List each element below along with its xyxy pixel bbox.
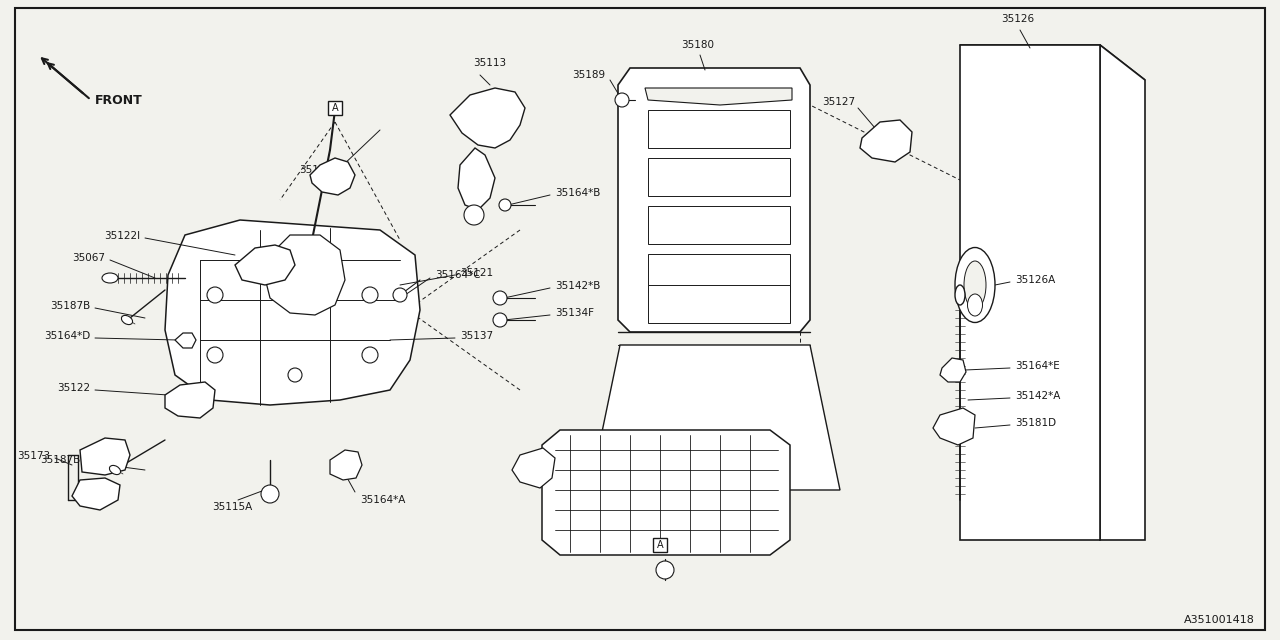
Circle shape bbox=[207, 287, 223, 303]
Text: 35187B: 35187B bbox=[50, 301, 90, 311]
Text: 35126: 35126 bbox=[1001, 14, 1034, 24]
Text: 35187B: 35187B bbox=[40, 455, 79, 465]
Polygon shape bbox=[645, 88, 792, 105]
Circle shape bbox=[493, 313, 507, 327]
Text: 35164*B: 35164*B bbox=[556, 188, 600, 198]
Ellipse shape bbox=[968, 294, 983, 316]
Text: 35142*B: 35142*B bbox=[556, 281, 600, 291]
Polygon shape bbox=[236, 245, 294, 285]
Circle shape bbox=[614, 93, 628, 107]
Ellipse shape bbox=[955, 248, 995, 323]
Ellipse shape bbox=[955, 285, 965, 305]
Bar bbox=[653, 538, 667, 552]
Circle shape bbox=[465, 205, 484, 225]
Polygon shape bbox=[541, 430, 790, 555]
Text: 35134F: 35134F bbox=[556, 308, 594, 318]
Text: 35142*A: 35142*A bbox=[1015, 391, 1060, 401]
Circle shape bbox=[261, 485, 279, 503]
Text: 35180: 35180 bbox=[681, 40, 714, 50]
Text: 35164*A: 35164*A bbox=[360, 495, 406, 505]
Circle shape bbox=[393, 288, 407, 302]
Polygon shape bbox=[940, 358, 966, 382]
Text: 35181D: 35181D bbox=[1015, 418, 1056, 428]
Polygon shape bbox=[330, 450, 362, 480]
Text: 35122: 35122 bbox=[56, 383, 90, 393]
Text: A351001418: A351001418 bbox=[1184, 615, 1254, 625]
Polygon shape bbox=[1100, 45, 1146, 540]
Polygon shape bbox=[310, 158, 355, 195]
Polygon shape bbox=[451, 88, 525, 148]
Text: 35173: 35173 bbox=[17, 451, 50, 461]
Text: 35121: 35121 bbox=[460, 268, 493, 278]
Circle shape bbox=[657, 561, 675, 579]
Polygon shape bbox=[860, 120, 911, 162]
Circle shape bbox=[207, 347, 223, 363]
Polygon shape bbox=[72, 478, 120, 510]
Polygon shape bbox=[648, 254, 790, 292]
Polygon shape bbox=[960, 45, 1146, 80]
Bar bbox=[328, 101, 342, 115]
Text: 35137: 35137 bbox=[460, 331, 493, 341]
Text: A: A bbox=[332, 103, 338, 113]
Text: 35126A: 35126A bbox=[1015, 275, 1055, 285]
Polygon shape bbox=[648, 110, 790, 148]
Text: A: A bbox=[657, 540, 663, 550]
Text: 35164*D: 35164*D bbox=[44, 331, 90, 341]
Circle shape bbox=[362, 347, 378, 363]
Circle shape bbox=[288, 368, 302, 382]
Circle shape bbox=[499, 199, 511, 211]
Circle shape bbox=[493, 291, 507, 305]
Polygon shape bbox=[960, 45, 1100, 540]
Polygon shape bbox=[79, 438, 131, 475]
Text: 35164*C: 35164*C bbox=[435, 270, 480, 280]
Text: 35122I: 35122I bbox=[104, 231, 140, 241]
Ellipse shape bbox=[109, 465, 120, 475]
Ellipse shape bbox=[964, 261, 986, 309]
Polygon shape bbox=[458, 148, 495, 210]
Polygon shape bbox=[165, 382, 215, 418]
Text: FRONT: FRONT bbox=[95, 93, 143, 106]
Text: 35067: 35067 bbox=[72, 253, 105, 263]
Polygon shape bbox=[265, 235, 346, 315]
Polygon shape bbox=[648, 206, 790, 244]
Polygon shape bbox=[165, 220, 420, 405]
Text: 35113: 35113 bbox=[474, 58, 507, 68]
Circle shape bbox=[362, 287, 378, 303]
Text: 35115A: 35115A bbox=[212, 502, 252, 512]
Ellipse shape bbox=[122, 316, 133, 324]
Ellipse shape bbox=[102, 273, 118, 283]
Text: 35127: 35127 bbox=[822, 97, 855, 107]
Polygon shape bbox=[933, 408, 975, 445]
Text: 35189: 35189 bbox=[572, 70, 605, 80]
Polygon shape bbox=[590, 345, 840, 490]
Text: 35164*E: 35164*E bbox=[1015, 361, 1060, 371]
Text: 35111: 35111 bbox=[298, 165, 332, 175]
Polygon shape bbox=[512, 448, 556, 488]
Polygon shape bbox=[618, 68, 810, 332]
Polygon shape bbox=[648, 285, 790, 323]
Polygon shape bbox=[648, 158, 790, 196]
Polygon shape bbox=[175, 333, 196, 348]
